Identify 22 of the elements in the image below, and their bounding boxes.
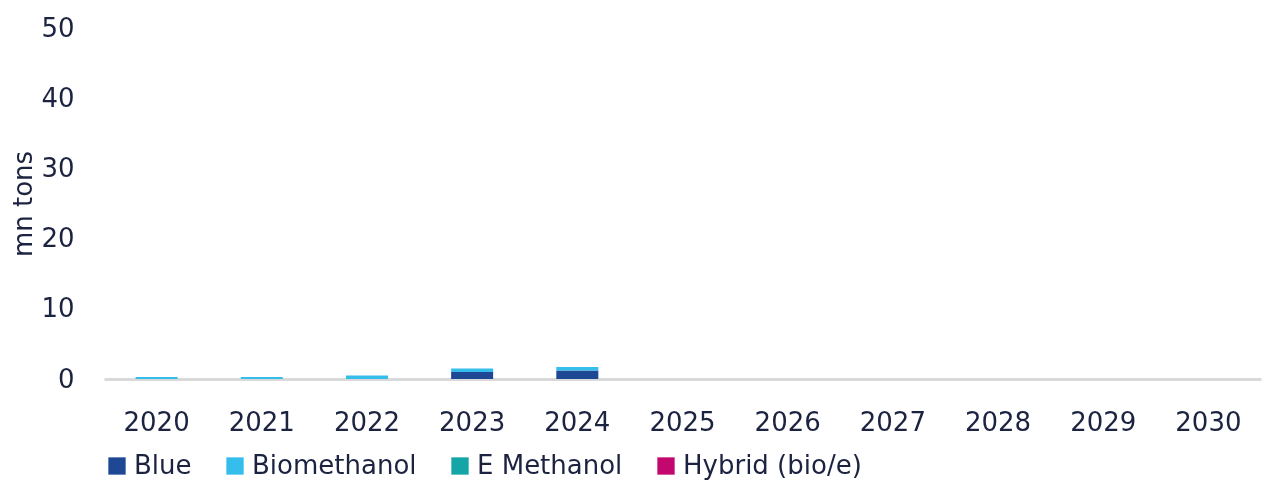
x-tick-label: 2026 [754, 406, 821, 437]
x-tick-label: 2028 [964, 406, 1032, 437]
x-tick-label: 2021 [228, 406, 295, 437]
legend-label: E Methanol [477, 450, 623, 480]
y-tick-label: 30 [41, 152, 75, 183]
legend-label: Biomethanol [252, 450, 417, 480]
x-tick-label: 2027 [859, 406, 926, 437]
x-tick-label: 2025 [649, 406, 716, 437]
y-tick-label: 40 [41, 82, 75, 113]
y-tick-label: 10 [41, 293, 75, 324]
x-tick-label: 2029 [1070, 406, 1137, 437]
legend-label: Hybrid (bio/e) [683, 450, 862, 480]
x-tick-label: 2024 [544, 406, 611, 437]
x-tick-label: 2022 [333, 406, 401, 437]
y-tick-label: 20 [41, 223, 75, 254]
legend-label: Blue [134, 450, 192, 480]
x-tick-label: 2030 [1175, 406, 1242, 437]
y-axis-title: mn tons [8, 150, 39, 258]
y-tick-label: 0 [57, 363, 75, 394]
x-tick-label: 2020 [123, 406, 190, 437]
x-tick-label: 2023 [439, 406, 506, 437]
y-tick-label: 50 [41, 12, 75, 43]
